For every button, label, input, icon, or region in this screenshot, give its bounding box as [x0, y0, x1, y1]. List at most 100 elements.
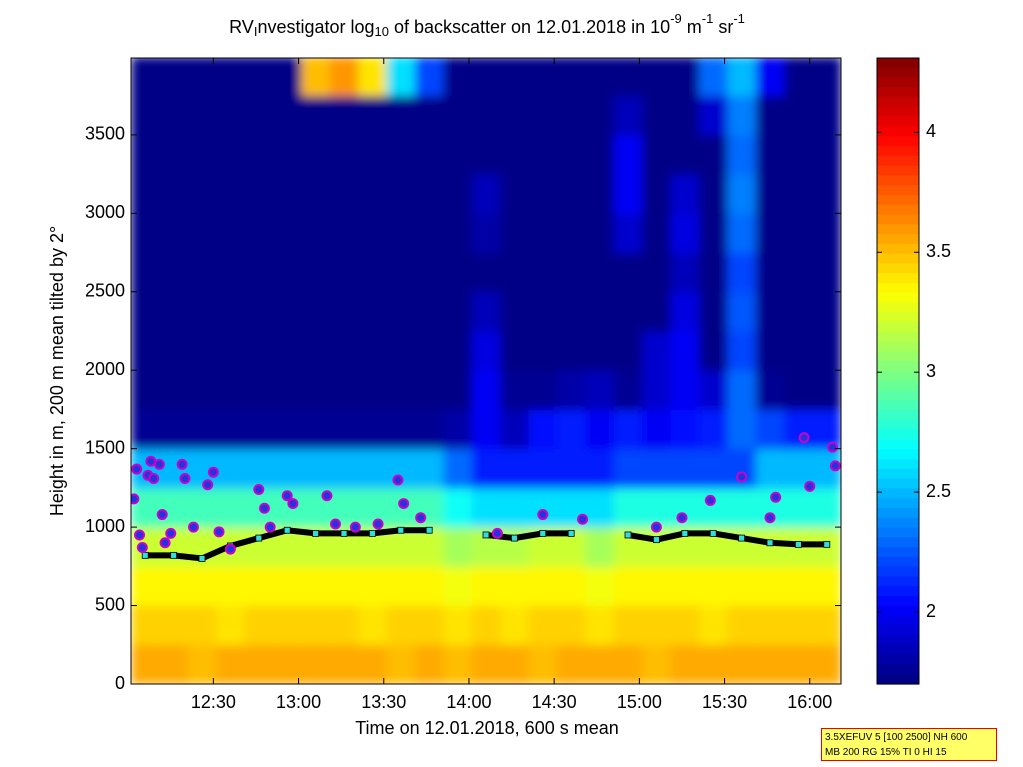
heatmap-cell: [131, 605, 160, 646]
heatmap-cell: [585, 605, 615, 646]
heatmap-cell: [471, 291, 501, 332]
heatmap-cell: [613, 644, 643, 684]
heatmap-cell: [187, 330, 217, 371]
heatmap-cell: [727, 370, 757, 410]
heatmap-cell: [329, 605, 359, 646]
heatmap-cell: [670, 605, 700, 646]
heatmap-cell: [528, 58, 558, 97]
heatmap-cell: [471, 95, 501, 136]
heatmap-cell: [358, 252, 388, 293]
heatmap-cell: [812, 291, 841, 332]
heatmap-cell: [471, 174, 501, 214]
colorbar-cell: [877, 400, 919, 411]
x-tick-label: 16:00: [787, 692, 832, 712]
heatmap-cell: [812, 252, 841, 293]
heatmap-cell: [585, 527, 615, 567]
cloud-point: [159, 537, 171, 549]
cloud-base-marker: [141, 551, 149, 559]
heatmap-cell: [244, 644, 274, 684]
heatmap-cell: [216, 644, 246, 684]
heatmap-cell: [301, 566, 331, 607]
heatmap-cell: [528, 291, 558, 332]
colorbar-cell: [877, 439, 919, 450]
heatmap-cell: [443, 330, 473, 371]
heatmap-cell: [244, 330, 274, 371]
colorbar-cell: [877, 106, 919, 118]
heatmap-cell: [131, 409, 160, 450]
heatmap-cell: [187, 291, 217, 332]
cloud-base-marker: [482, 531, 490, 539]
heatmap-cell: [443, 134, 473, 175]
heatmap-cell: [557, 370, 586, 410]
cloud-point: [804, 480, 816, 492]
heatmap-cell: [812, 566, 841, 607]
heatmap-cell: [528, 448, 558, 489]
heatmap-cell: [613, 409, 643, 450]
heatmap-cell: [301, 409, 331, 450]
title-part: RV: [229, 17, 254, 37]
x-tick-label: 15:00: [617, 692, 662, 712]
heatmap-cell: [329, 370, 359, 410]
heatmap-cell: [216, 58, 246, 97]
colorbar-cell: [877, 214, 919, 225]
cloud-base-marker: [653, 536, 660, 544]
heatmap-cell: [755, 213, 785, 254]
colorbar-cell: [877, 566, 919, 578]
heatmap-cell: [699, 213, 728, 254]
colorbar-cell: [877, 429, 919, 441]
heatmap-cell: [613, 252, 643, 293]
heatmap-cell: [812, 370, 841, 410]
heatmap-cell: [528, 134, 558, 175]
heatmap-cell: [301, 370, 331, 410]
heatmap-cell: [613, 330, 643, 371]
heatmap-cell: [557, 448, 586, 489]
heatmap-cell: [329, 644, 359, 684]
heatmap-cell: [642, 527, 672, 567]
heatmap-cell: [358, 409, 388, 450]
heatmap-cell: [244, 174, 274, 214]
heatmap-cell: [500, 605, 530, 646]
heatmap-cell: [699, 252, 728, 293]
heatmap-cell: [329, 291, 359, 332]
x-tick-label: 15:30: [702, 692, 747, 712]
heatmap-cell: [500, 330, 530, 371]
heatmap-cell: [244, 291, 274, 332]
heatmap-cell: [131, 644, 160, 684]
y-tick-label: 1500: [85, 437, 125, 457]
heatmap-cell: [216, 252, 246, 293]
heatmap-cell: [557, 58, 586, 97]
heatmap-cell: [415, 58, 444, 97]
heatmap-cell: [613, 213, 643, 254]
cloud-point: [134, 529, 146, 541]
colorbar-tick-label: 3.5: [926, 241, 951, 261]
cloud-point: [176, 458, 188, 470]
title-part: I: [254, 24, 258, 39]
colorbar-cell: [877, 576, 919, 587]
title-part: -1: [702, 11, 714, 26]
colorbar-cell: [877, 517, 919, 529]
heatmap-cell: [187, 605, 217, 646]
cloud-point: [213, 526, 225, 538]
y-tick-label: 2500: [85, 281, 125, 301]
colorbar-cell: [877, 302, 919, 313]
heatmap-cell: [471, 566, 501, 607]
heatmap-cell: [613, 448, 643, 489]
heatmap-cell: [727, 448, 757, 489]
heatmap-cell: [443, 487, 473, 528]
heatmap-cell: [386, 213, 416, 254]
heatmap-cell: [670, 566, 700, 607]
heatmap-cell: [358, 644, 388, 684]
heatmap-cell: [187, 370, 217, 410]
x-tick-label: 13:00: [276, 692, 321, 712]
heatmap-cell: [613, 487, 643, 528]
y-tick-label: 2000: [85, 359, 125, 379]
x-tick-label: 12:30: [191, 692, 236, 712]
cloud-point: [202, 479, 214, 491]
heatmap-cell: [642, 370, 672, 410]
heatmap-cell: [216, 409, 246, 450]
heatmap-cell: [727, 58, 757, 97]
heatmap-cell: [415, 566, 444, 607]
heatmap-cell: [244, 605, 274, 646]
heatmap-cell: [727, 174, 757, 214]
